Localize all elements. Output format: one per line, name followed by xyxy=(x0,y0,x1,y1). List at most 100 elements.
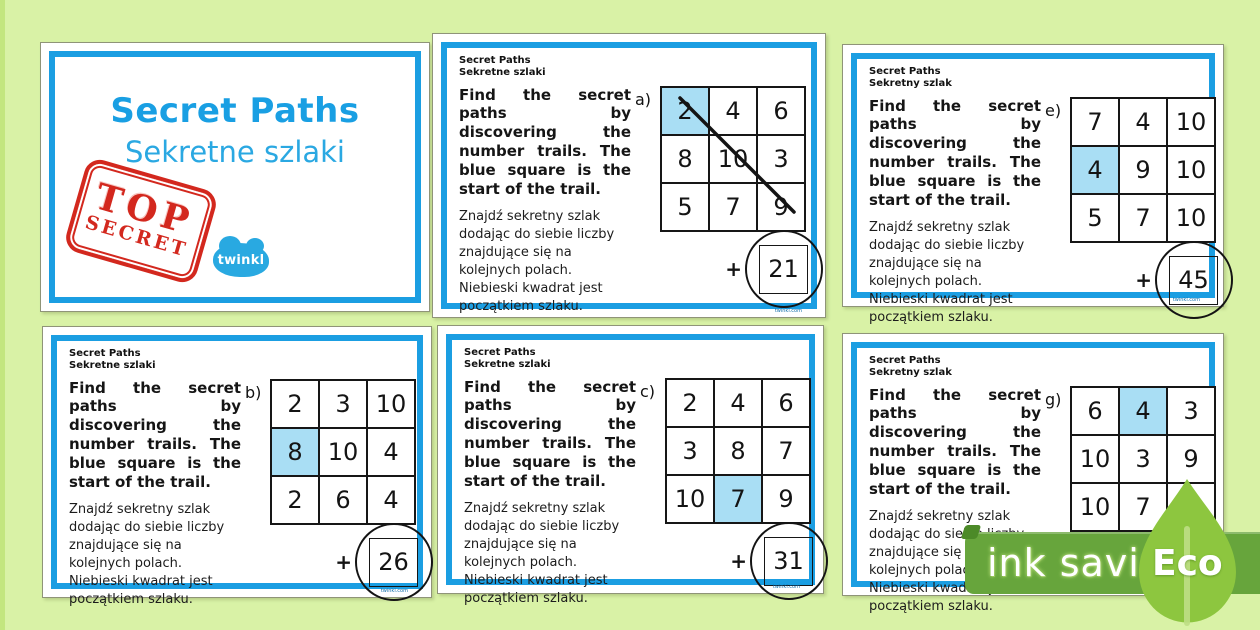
card-mini-header: Secret Paths Sekretne szlaki xyxy=(464,347,801,371)
mini-header-en: Secret Paths xyxy=(69,348,141,359)
watermark: twinkl.com xyxy=(772,584,800,590)
card-mini-header: Secret Paths Sekretne szlaki xyxy=(459,55,803,79)
number-grid: 2 4 6 8 10 3 5 7 9 xyxy=(660,85,806,232)
plus-sign: + xyxy=(1135,268,1152,293)
grid-cell: 10 xyxy=(1071,434,1119,483)
grid-cell: 9 xyxy=(762,474,810,523)
watermark: twinkl.com xyxy=(774,308,802,314)
instructions-en: Find the secret paths by discovering the… xyxy=(459,85,631,199)
grid-cell: 9 xyxy=(1119,145,1167,194)
grid-cell: 10 xyxy=(666,474,714,523)
number-grid: 2 4 6 3 8 7 10 7 9 xyxy=(665,377,811,524)
watermark: twinkl.com xyxy=(1172,297,1200,303)
grid-cell: 10 xyxy=(319,427,367,476)
grid-cell: 7 xyxy=(1119,482,1167,531)
instructions-pl: Znajdź sekretny szlak dodając do siebie … xyxy=(869,508,1025,614)
grid-cell: 9 xyxy=(1167,434,1215,483)
title-card: Secret Paths Sekretne szlaki TOP SECRET … xyxy=(40,42,430,312)
grid-cell: 2 xyxy=(661,86,709,135)
instructions-pl: Znajdź sekretny szlak dodając do siebie … xyxy=(69,501,225,607)
card-border xyxy=(441,42,817,309)
card-mini-header: Secret Paths Sekretny szlak xyxy=(869,355,1201,379)
grid-cell: 10 xyxy=(367,379,415,428)
eco-label: Eco xyxy=(1152,543,1223,584)
grid-cell: 7 xyxy=(1071,97,1119,146)
grid-cell: 10 xyxy=(1167,97,1215,146)
grid-cell: 9 xyxy=(757,182,805,231)
grid-cell: 4 xyxy=(1119,386,1167,435)
grid-cell: 10 xyxy=(1071,482,1119,531)
card-border xyxy=(446,334,815,585)
twinkl-logo: twinkl xyxy=(213,236,269,277)
mini-header-pl: Sekretny szlak xyxy=(869,366,952,378)
grid-cell: 3 xyxy=(1167,386,1215,435)
grid-cell: 4 xyxy=(1119,97,1167,146)
grid-cell: 10 xyxy=(1167,193,1215,242)
mini-header-pl: Sekretny szlak xyxy=(869,77,952,89)
instructions-en: Find the secret paths by discovering the… xyxy=(869,385,1041,499)
card-a: Secret Paths Sekretne szlaki Find the se… xyxy=(432,33,826,318)
instructions-en: Find the secret paths by discovering the… xyxy=(69,378,241,492)
title-card-border xyxy=(49,51,421,303)
card-mini-header: Secret Paths Sekretne szlaki xyxy=(69,348,409,372)
answer-circle xyxy=(354,523,433,602)
puzzle-label: a) xyxy=(635,89,652,109)
page-subtitle: Sekretne szlaki xyxy=(125,135,345,169)
grid-cell: 3 xyxy=(666,426,714,475)
grid-cell: 6 xyxy=(757,86,805,135)
number-grid: 2 3 10 8 10 4 2 6 4 xyxy=(270,378,416,525)
grid-cell: 7 xyxy=(1119,193,1167,242)
grid-cell: 2 xyxy=(271,475,319,524)
grid-cell: 10 xyxy=(1167,145,1215,194)
eco-leaf-icon xyxy=(1139,479,1236,626)
grid-cell: 8 xyxy=(714,426,762,475)
grid-cell: 3 xyxy=(757,134,805,183)
instructions-pl: Znajdź sekretny szlak dodając do siebie … xyxy=(459,208,615,314)
grid-cell: 2 xyxy=(271,379,319,428)
puzzle-label: b) xyxy=(245,382,262,402)
grid-cell: 6 xyxy=(1071,386,1119,435)
watermark: twinkl.com xyxy=(380,588,408,594)
instructions-en: Find the secret paths by discovering the… xyxy=(869,96,1041,210)
mini-header-pl: Sekretne szlaki xyxy=(464,358,551,370)
answer-circle xyxy=(1154,241,1233,320)
grid-cell: 4 xyxy=(714,378,762,427)
mini-header-en: Secret Paths xyxy=(464,347,536,358)
grid-cell: 7 xyxy=(762,426,810,475)
card-b: Secret Paths Sekretne szlaki Find the se… xyxy=(42,326,433,607)
answer-circle xyxy=(749,522,828,601)
instructions-pl: Znajdź sekretny szlak dodając do siebie … xyxy=(464,500,620,606)
grid-cell: 3 xyxy=(1119,434,1167,483)
puzzle-label: e) xyxy=(1045,100,1062,120)
grid-cell: 4 xyxy=(367,427,415,476)
twinkl-logo-text: twinkl xyxy=(217,252,265,268)
grid-cell: 6 xyxy=(319,475,367,524)
mini-header-en: Secret Paths xyxy=(869,66,941,77)
mini-header-en: Secret Paths xyxy=(869,355,941,366)
mini-header-pl: Sekretne szlaki xyxy=(69,359,156,371)
puzzle-label: g) xyxy=(1045,389,1062,409)
card-e: Secret Paths Sekretny szlak Find the sec… xyxy=(842,44,1233,325)
grid-cell: 8 xyxy=(661,134,709,183)
card-border xyxy=(51,335,423,589)
grid-cell: 2 xyxy=(666,378,714,427)
grid-cell: 8 xyxy=(271,427,319,476)
instructions-pl: Znajdź sekretny szlak dodając do siebie … xyxy=(869,219,1025,325)
card-c: Secret Paths Sekretne szlaki Find the se… xyxy=(437,325,828,606)
mini-header-en: Secret Paths xyxy=(459,55,531,66)
plus-sign: + xyxy=(725,257,742,282)
number-grid: 7 4 10 4 9 10 5 7 10 xyxy=(1070,96,1216,243)
grid-cell: 7 xyxy=(709,182,757,231)
grid-cell: 3 xyxy=(319,379,367,428)
grid-cell: 4 xyxy=(367,475,415,524)
mini-header-pl: Sekretne szlaki xyxy=(459,66,546,78)
plus-sign: + xyxy=(730,549,747,574)
grid-cell: 6 xyxy=(762,378,810,427)
grid-cell: 5 xyxy=(661,182,709,231)
grid-cell: 5 xyxy=(1071,193,1119,242)
puzzle-label: c) xyxy=(640,381,656,401)
grid-cell: 7 xyxy=(714,474,762,523)
card-mini-header: Secret Paths Sekretny szlak xyxy=(869,66,1201,90)
page-title: Secret Paths xyxy=(110,91,360,131)
